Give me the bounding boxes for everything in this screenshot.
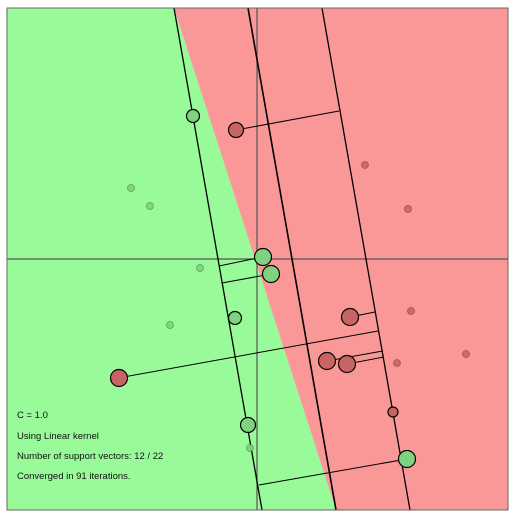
support-vector-negative[interactable] bbox=[227, 121, 245, 139]
slack-line bbox=[235, 110, 340, 131]
data-point-positive[interactable] bbox=[196, 264, 204, 272]
support-vector-positive[interactable] bbox=[397, 449, 417, 469]
data-point-positive[interactable] bbox=[146, 202, 154, 210]
kernel-text: Using Linear kernel bbox=[17, 431, 99, 442]
support-vector-positive[interactable] bbox=[261, 264, 281, 284]
data-point-negative[interactable] bbox=[361, 161, 369, 169]
support-vector-negative[interactable] bbox=[109, 368, 129, 388]
data-point-positive[interactable] bbox=[127, 184, 135, 192]
data-points bbox=[109, 108, 470, 469]
margin-line-right bbox=[321, 7, 411, 511]
support-vector-negative[interactable] bbox=[317, 351, 337, 371]
support-vector-negative[interactable] bbox=[340, 307, 360, 327]
support-vector-positive[interactable] bbox=[253, 247, 273, 267]
support-vectors-text: Number of support vectors: 12 / 22 bbox=[17, 451, 163, 462]
data-point-negative[interactable] bbox=[462, 350, 470, 358]
data-point-positive[interactable] bbox=[246, 444, 254, 452]
decision-boundary bbox=[247, 7, 337, 511]
info-panel: C = 1.0 Using Linear kernel Number of su… bbox=[17, 410, 163, 482]
c-value-text: C = 1.0 bbox=[17, 410, 48, 421]
slack-line bbox=[258, 458, 408, 486]
data-point-negative[interactable] bbox=[404, 205, 412, 213]
support-vector-positive[interactable] bbox=[239, 416, 257, 434]
support-vector-positive[interactable] bbox=[227, 310, 243, 326]
support-vector-negative[interactable] bbox=[337, 354, 357, 374]
data-point-negative[interactable] bbox=[407, 307, 415, 315]
canvas-border bbox=[6, 7, 509, 511]
slack-line bbox=[326, 350, 384, 362]
data-point-positive[interactable] bbox=[166, 321, 174, 329]
convergence-text: Converged in 91 iterations. bbox=[17, 471, 131, 482]
support-vector-negative[interactable] bbox=[387, 406, 399, 418]
support-vector-positive[interactable] bbox=[185, 108, 201, 124]
data-point-negative[interactable] bbox=[393, 359, 401, 367]
slack-line bbox=[117, 330, 379, 379]
